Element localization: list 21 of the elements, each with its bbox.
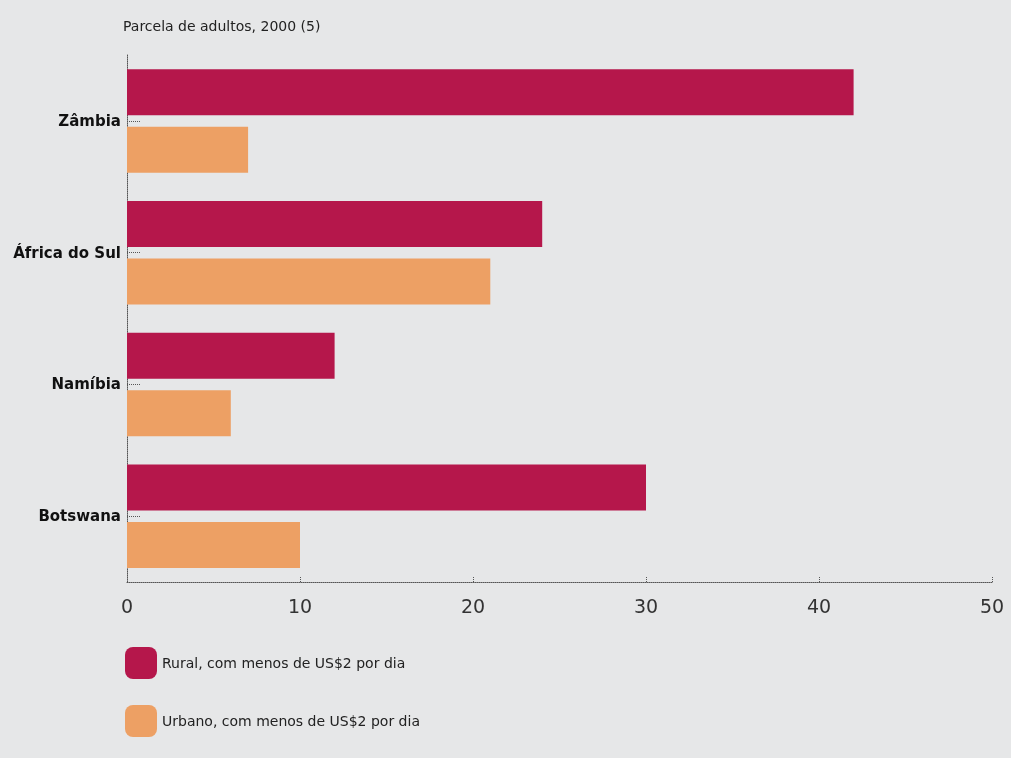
bar: [127, 258, 491, 305]
bar: [127, 332, 335, 379]
bar: [127, 69, 854, 116]
legend-label: Rural, com menos de US$2 por dia: [162, 655, 406, 671]
bar: [127, 200, 543, 247]
legend-label: Urbano, com menos de US$2 por dia: [162, 713, 420, 729]
bar: [127, 126, 249, 173]
x-tick-label: 40: [806, 594, 832, 617]
x-tick-label: 30: [633, 594, 659, 617]
bar: [127, 390, 231, 437]
bar: [127, 464, 646, 511]
y-tick-label: Botswana: [38, 507, 121, 526]
bar: [127, 521, 300, 568]
y-tick-label: África do Sul: [13, 242, 121, 262]
chart-title: Parcela de adultos, 2000 (5): [123, 18, 321, 34]
x-tick-label: 20: [460, 594, 486, 617]
x-tick-label: 10: [287, 594, 313, 617]
x-tick-label: 50: [979, 594, 1005, 617]
y-tick-label: Zâmbia: [58, 111, 121, 130]
x-tick-label: 0: [120, 594, 134, 617]
y-tick-label: Namíbia: [51, 375, 121, 394]
